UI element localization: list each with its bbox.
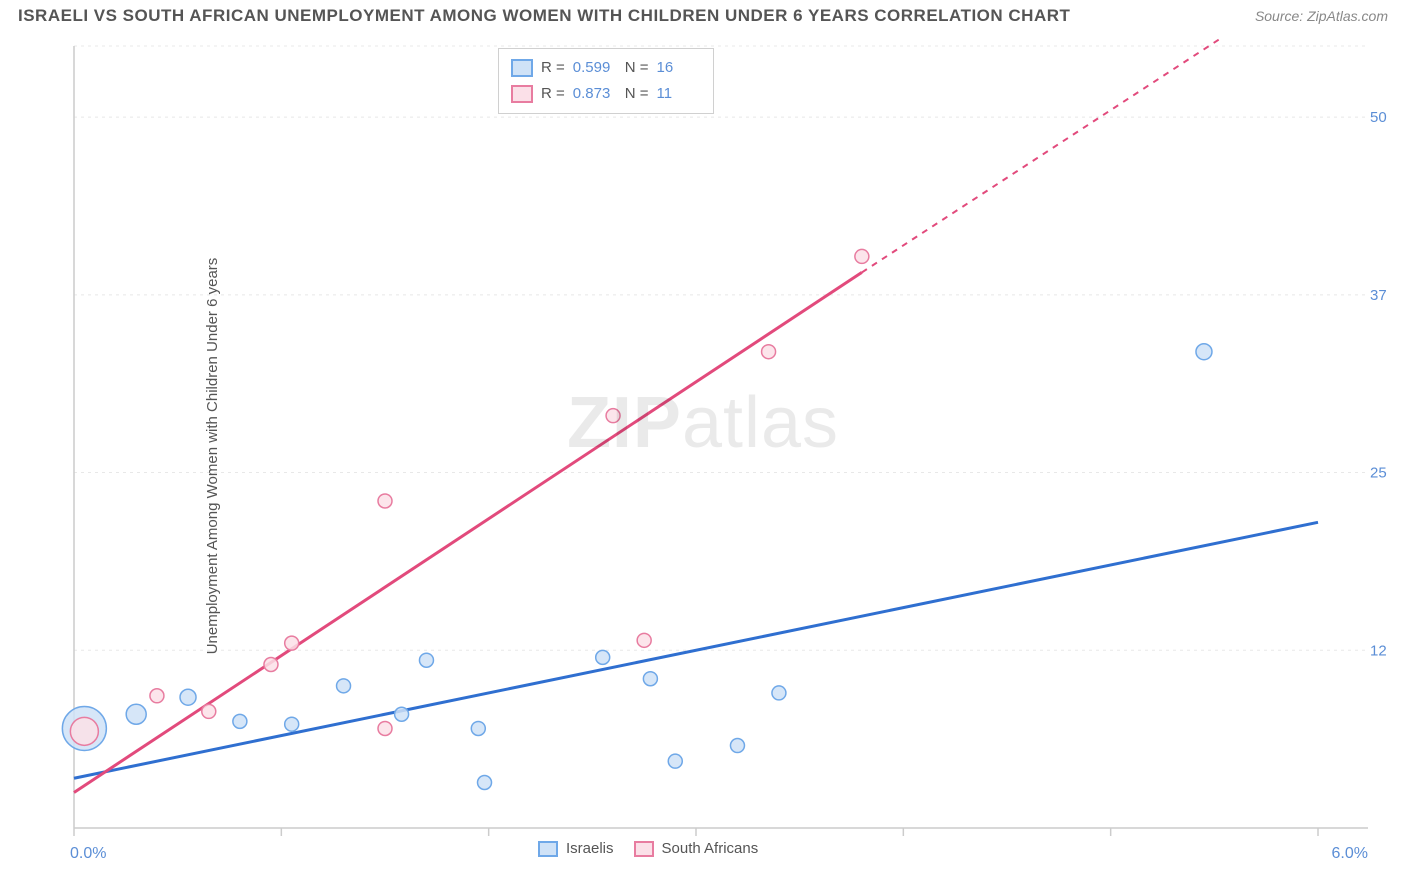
chart-container: Unemployment Among Women with Children U… bbox=[18, 38, 1388, 874]
data-point bbox=[637, 633, 651, 647]
data-point bbox=[70, 717, 98, 745]
data-point bbox=[772, 686, 786, 700]
data-point bbox=[606, 409, 620, 423]
legend-item: South Africans bbox=[634, 840, 759, 857]
data-point bbox=[419, 653, 433, 667]
data-point bbox=[855, 249, 869, 263]
correlation-stats-box: R = 0.599 N = 16 R = 0.873 N = 11 bbox=[498, 48, 714, 114]
legend-swatch bbox=[538, 841, 558, 857]
data-point bbox=[378, 721, 392, 735]
series-swatch bbox=[511, 59, 533, 77]
legend-label: Israelis bbox=[566, 840, 614, 857]
data-point bbox=[233, 714, 247, 728]
y-tick-label: 25.0% bbox=[1370, 465, 1388, 482]
y-tick-label: 37.5% bbox=[1370, 287, 1388, 304]
legend: Israelis South Africans bbox=[538, 840, 758, 857]
data-point bbox=[395, 707, 409, 721]
data-point bbox=[478, 776, 492, 790]
y-axis-label: Unemployment Among Women with Children U… bbox=[204, 258, 221, 655]
data-point bbox=[762, 345, 776, 359]
stat-n-label: N = bbox=[625, 55, 649, 81]
series-swatch bbox=[511, 85, 533, 103]
stat-n-value: 11 bbox=[657, 81, 701, 107]
x-axis-end-label: 6.0% bbox=[1332, 845, 1368, 862]
data-point bbox=[471, 721, 485, 735]
stat-r-label: R = bbox=[541, 81, 565, 107]
data-point bbox=[285, 717, 299, 731]
legend-item: Israelis bbox=[538, 840, 614, 857]
data-point bbox=[180, 689, 196, 705]
y-tick-label: 50.0% bbox=[1370, 109, 1388, 126]
stats-row: R = 0.873 N = 11 bbox=[511, 81, 701, 107]
legend-label: South Africans bbox=[662, 840, 759, 857]
stat-r-value: 0.599 bbox=[573, 55, 617, 81]
data-point bbox=[730, 739, 744, 753]
data-point bbox=[668, 754, 682, 768]
scatter-chart: 12.5% 25.0% 37.5% 50.0% 0.0% 6.0% bbox=[18, 38, 1388, 874]
stat-r-value: 0.873 bbox=[573, 81, 617, 107]
stats-row: R = 0.599 N = 16 bbox=[511, 55, 701, 81]
source-attribution: Source: ZipAtlas.com bbox=[1255, 8, 1388, 24]
chart-title: ISRAELI VS SOUTH AFRICAN UNEMPLOYMENT AM… bbox=[18, 6, 1070, 26]
data-point bbox=[202, 704, 216, 718]
data-point bbox=[1196, 344, 1212, 360]
data-point bbox=[378, 494, 392, 508]
data-point bbox=[596, 650, 610, 664]
stat-n-label: N = bbox=[625, 81, 649, 107]
data-point bbox=[150, 689, 164, 703]
data-point bbox=[643, 672, 657, 686]
data-point bbox=[126, 704, 146, 724]
x-axis-start-label: 0.0% bbox=[70, 845, 106, 862]
data-point bbox=[285, 636, 299, 650]
data-point bbox=[264, 657, 278, 671]
legend-swatch bbox=[634, 841, 654, 857]
data-point bbox=[337, 679, 351, 693]
stat-n-value: 16 bbox=[657, 55, 701, 81]
y-tick-label: 12.5% bbox=[1370, 642, 1388, 659]
stat-r-label: R = bbox=[541, 55, 565, 81]
